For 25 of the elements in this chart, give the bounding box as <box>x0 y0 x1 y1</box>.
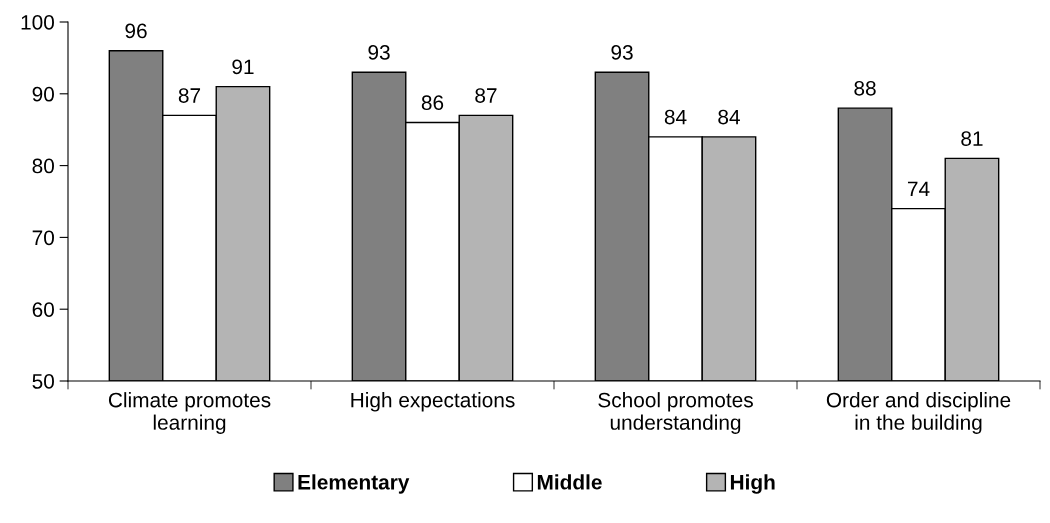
data-label: 86 <box>421 95 444 111</box>
data-label: 74 <box>907 181 930 197</box>
y-tick-label: 80 <box>32 158 54 174</box>
data-label: 87 <box>178 88 201 103</box>
data-label: 96 <box>125 23 147 39</box>
data-label: 87 <box>475 88 497 103</box>
y-tick-label: 100 <box>21 15 54 30</box>
x-tick-label: School promotes understanding <box>598 392 753 434</box>
data-label: 93 <box>611 45 633 60</box>
data-label: 84 <box>718 109 740 125</box>
y-tick-label: 90 <box>32 86 54 102</box>
legend-label: Elementary <box>298 474 410 494</box>
x-tick-label: High expectations <box>351 392 515 412</box>
data-label: 81 <box>961 131 983 146</box>
data-label: 84 <box>664 109 687 125</box>
data-label: 91 <box>232 59 254 75</box>
y-tick-label: 60 <box>32 302 54 317</box>
x-tick-label: Order and discipline in the building <box>826 392 1011 434</box>
y-tick-label: 70 <box>32 230 54 246</box>
data-label: 93 <box>368 45 390 60</box>
x-tick-label: Climate promotes learning <box>108 392 271 434</box>
data-label: 88 <box>854 80 876 96</box>
legend-label: High <box>730 474 775 494</box>
legend-label: Middle <box>537 474 602 490</box>
y-tick-label: 50 <box>32 374 54 389</box>
